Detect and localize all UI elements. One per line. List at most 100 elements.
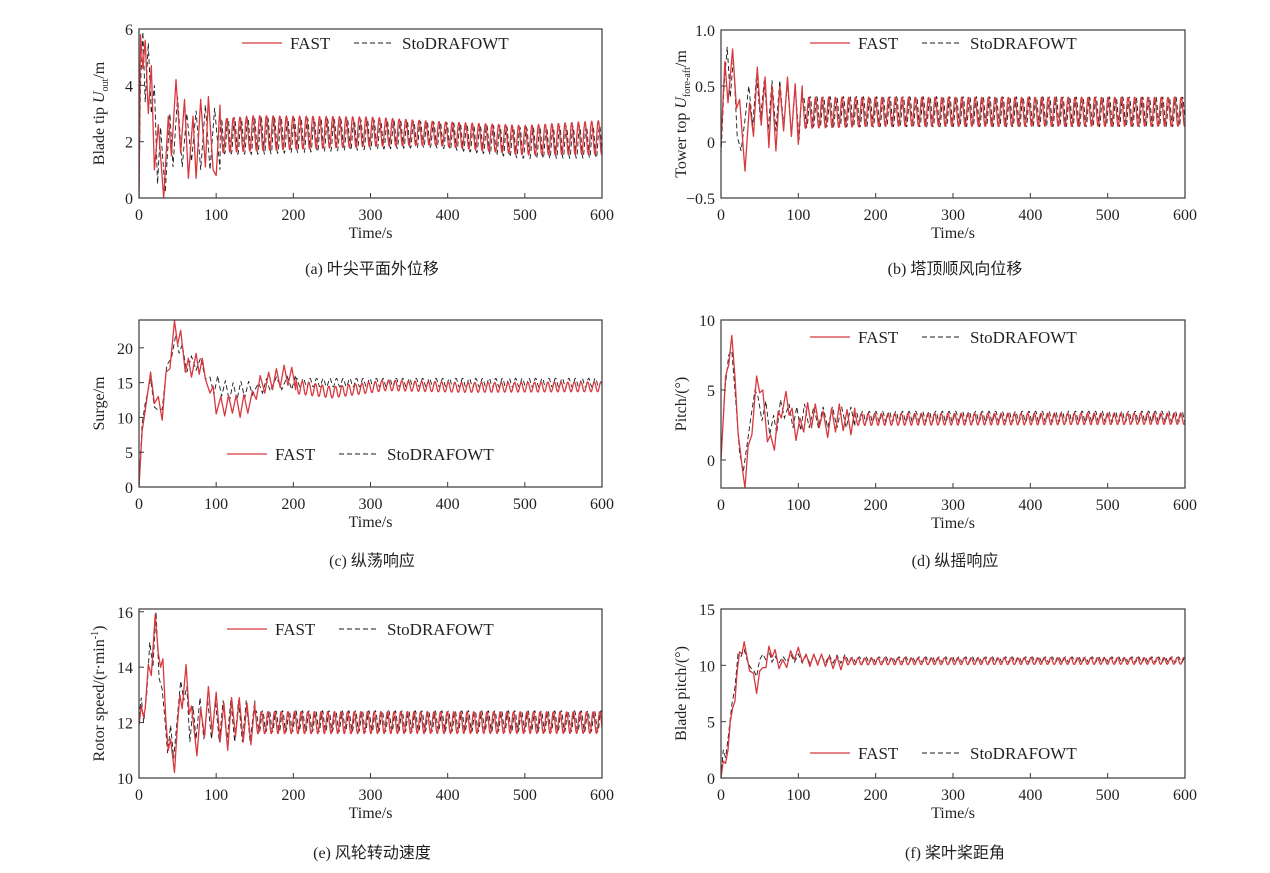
panel-b: 0 100 200 300 400 500 600−0.500.51.0Time/sTowe… [673, 23, 1197, 278]
x-axis-label: Time/s [931, 805, 975, 822]
series-stodrafowt-line [139, 611, 602, 759]
x-tick-label: 200 [281, 787, 305, 804]
y-label-main: Blade tip [91, 103, 108, 165]
y-label-main: Blade pitch/(°) [673, 646, 690, 741]
y-tick-label: 20 [117, 341, 133, 358]
legend-fast-label: FAST [290, 34, 331, 53]
legend-stodrafowt-label: StoDRAFOWT [970, 34, 1077, 53]
y-label-main: Pitch/(°) [673, 377, 690, 431]
x-tick-label: 100 [786, 497, 810, 514]
x-tick-label: 0 [717, 787, 725, 804]
legend-stodrafowt-label: StoDRAFOWT [402, 34, 509, 53]
x-tick-label: 500 [513, 787, 537, 804]
panel-f: 0 100 200 300 400 500 600 0 5 10 15 Time/s Blade pit… [673, 602, 1197, 862]
series-fast-line [139, 613, 602, 774]
series-group [139, 611, 602, 774]
y-tick-label: 10 [117, 410, 133, 427]
legend-stodrafowt-label: StoDRAFOWT [970, 328, 1077, 347]
y-tick-label: 1.0 [695, 23, 715, 40]
y-tick-label: 14 [117, 660, 133, 677]
x-axis-label: Time/s [931, 225, 975, 242]
y-tick-label: 0.5 [695, 79, 715, 96]
x-tick-label: 100 [786, 787, 810, 804]
x-tick-label: 300 [941, 497, 965, 514]
y-label-sub: fore-aft [682, 67, 693, 97]
y-label-sup: -1 [90, 631, 101, 639]
y-axis-label: Surge/m [91, 376, 108, 430]
y-tick-label: 16 [117, 605, 133, 622]
x-tick-label: 500 [1096, 787, 1120, 804]
x-tick-label: 100 [204, 496, 228, 513]
y-label-var: U [91, 90, 108, 103]
x-tick-label: 0 [135, 787, 143, 804]
series-fast-line [139, 320, 602, 487]
series-stodrafowt-line [721, 46, 1185, 156]
y-label-main: Tower top [673, 109, 690, 178]
x-tick-label: 200 [281, 496, 305, 513]
x-tick-label: 400 [436, 207, 460, 224]
series-group [139, 31, 602, 198]
y-tick-label: 4 [125, 78, 133, 95]
y-tick-label: 12 [117, 716, 133, 733]
x-axis-label: Time/s [931, 515, 975, 532]
y-tick-label: 5 [125, 445, 133, 462]
x-axis-label: Time/s [349, 805, 393, 822]
x-tick-label: 200 [864, 497, 888, 514]
x-tick-label: 500 [1096, 207, 1120, 224]
x-tick-label: 100 [204, 787, 228, 804]
y-tick-label: 15 [117, 376, 133, 393]
legend-fast-label: FAST [275, 445, 316, 464]
y-tick-label: 0 [707, 771, 715, 788]
legend: FAST StoDRAFOWT [227, 620, 494, 639]
y-label-main: Surge/m [91, 376, 108, 430]
panel-caption: (f) 桨叶桨距角 [905, 844, 1005, 862]
x-tick-label: 300 [941, 207, 965, 224]
x-tick-label: 300 [941, 787, 965, 804]
y-tick-label: 10 [699, 658, 715, 675]
legend-fast-label: FAST [858, 34, 899, 53]
x-tick-label: 600 [1173, 497, 1197, 514]
y-axis-label: Blade tip Uout/m [91, 61, 111, 165]
y-tick-label: 0 [707, 453, 715, 470]
x-tick-label: 200 [864, 207, 888, 224]
x-axis-label: Time/s [349, 225, 393, 242]
y-label-unit: ) [91, 626, 108, 631]
plot-frame [138, 28, 603, 199]
x-tick-label: 600 [590, 207, 614, 224]
x-tick-label: 400 [436, 496, 460, 513]
y-label-sub: out [100, 78, 111, 91]
x-tick-label: 500 [513, 496, 537, 513]
plot-frame [138, 319, 603, 488]
legend-stodrafowt-label: StoDRAFOWT [387, 445, 494, 464]
y-axis-label: Rotor speed/(r·min-1) [90, 626, 108, 762]
y-tick-label: 0 [125, 191, 133, 208]
x-tick-label: 600 [1173, 787, 1197, 804]
legend: FAST StoDRAFOWT [810, 744, 1077, 763]
panel-d: 0 100 200 300 400 500 600 0 5 10 Time/s Pitch/(°) FA… [673, 313, 1197, 570]
panel-c: 0 100 200 300 400 500 600 0 5 10 15 20 Time/s Surge/m… [91, 319, 614, 570]
panel-caption: (e) 风轮转动速度 [313, 844, 431, 862]
x-tick-label: 400 [1018, 207, 1042, 224]
y-tick-label: 10 [117, 771, 133, 788]
legend: FAST StoDRAFOWT [242, 34, 509, 53]
x-tick-label: 0 [135, 207, 143, 224]
y-tick-label: 6 [125, 22, 133, 39]
legend-stodrafowt-label: StoDRAFOWT [970, 744, 1077, 763]
legend: FAST StoDRAFOWT [227, 445, 494, 464]
series-stodrafowt-line [139, 31, 602, 198]
y-tick-label: 10 [699, 313, 715, 330]
series-group [721, 334, 1185, 488]
y-label-unit: /m [673, 50, 690, 67]
x-tick-label: 100 [786, 207, 810, 224]
x-tick-label: 500 [513, 207, 537, 224]
y-tick-label: 2 [125, 135, 133, 152]
y-label-var: U [673, 96, 690, 109]
x-tick-label: 200 [281, 207, 305, 224]
y-label-unit: /m [91, 61, 108, 78]
y-label-main: Rotor speed/(r·min [91, 639, 108, 761]
y-tick-label: −0.5 [686, 191, 715, 208]
series-fast-line [139, 33, 602, 198]
series-group [721, 641, 1185, 778]
plot-frame [720, 319, 1186, 489]
panel-caption: (a) 叶尖平面外位移 [305, 260, 439, 278]
